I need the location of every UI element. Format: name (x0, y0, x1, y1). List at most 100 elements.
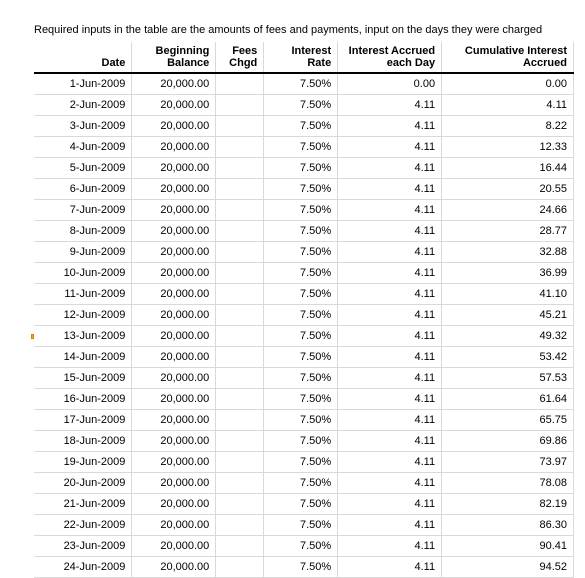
cell-cum: 24.66 (442, 199, 574, 220)
cell-accrued: 4.11 (338, 115, 442, 136)
cell-fees (216, 346, 264, 367)
table-row: 24-Jun-200920,000.007.50%4.1194.52 (34, 556, 574, 577)
cell-fees (216, 556, 264, 577)
cell-fees (216, 199, 264, 220)
cell-rate: 7.50% (264, 472, 338, 493)
table-row: 10-Jun-200920,000.007.50%4.1136.99 (34, 262, 574, 283)
cell-date: 13-Jun-2009 (34, 325, 132, 346)
cell-fees (216, 367, 264, 388)
cell-rate: 7.50% (264, 493, 338, 514)
table-row: 7-Jun-200920,000.007.50%4.1124.66 (34, 199, 574, 220)
cell-cum: 82.19 (442, 493, 574, 514)
table-row: 18-Jun-200920,000.007.50%4.1169.86 (34, 430, 574, 451)
cell-cum: 94.52 (442, 556, 574, 577)
table-row: 11-Jun-200920,000.007.50%4.1141.10 (34, 283, 574, 304)
cell-rate: 7.50% (264, 367, 338, 388)
cell-date: 17-Jun-2009 (34, 409, 132, 430)
cell-fees (216, 283, 264, 304)
cell-begin: 20,000.00 (132, 514, 216, 535)
cell-cum: 16.44 (442, 157, 574, 178)
cell-begin: 20,000.00 (132, 304, 216, 325)
table-row: 15-Jun-200920,000.007.50%4.1157.53 (34, 367, 574, 388)
table-row: 12-Jun-200920,000.007.50%4.1145.21 (34, 304, 574, 325)
cell-begin: 20,000.00 (132, 325, 216, 346)
cell-fees (216, 388, 264, 409)
cell-begin: 20,000.00 (132, 430, 216, 451)
cell-date: 9-Jun-2009 (34, 241, 132, 262)
cell-accrued: 4.11 (338, 409, 442, 430)
header-row: Date Beginning Balance Fees Chgd Interes… (34, 42, 574, 73)
cell-accrued: 4.11 (338, 262, 442, 283)
cell-date: 2-Jun-2009 (34, 94, 132, 115)
cell-date: 23-Jun-2009 (34, 535, 132, 556)
cell-rate: 7.50% (264, 220, 338, 241)
cell-rate: 7.50% (264, 451, 338, 472)
cell-begin: 20,000.00 (132, 136, 216, 157)
cell-accrued: 4.11 (338, 136, 442, 157)
cell-fees (216, 241, 264, 262)
cell-date: 20-Jun-2009 (34, 472, 132, 493)
cell-date: 18-Jun-2009 (34, 430, 132, 451)
table-row: 14-Jun-200920,000.007.50%4.1153.42 (34, 346, 574, 367)
cell-rate: 7.50% (264, 262, 338, 283)
cell-begin: 20,000.00 (132, 199, 216, 220)
cell-accrued: 4.11 (338, 220, 442, 241)
table-row: 4-Jun-200920,000.007.50%4.1112.33 (34, 136, 574, 157)
table-row: 19-Jun-200920,000.007.50%4.1173.97 (34, 451, 574, 472)
cell-begin: 20,000.00 (132, 157, 216, 178)
col-cum-header: Cumulative Interest Accrued (442, 42, 574, 73)
table-row: 5-Jun-200920,000.007.50%4.1116.44 (34, 157, 574, 178)
cell-begin: 20,000.00 (132, 94, 216, 115)
table-row: 9-Jun-200920,000.007.50%4.1132.88 (34, 241, 574, 262)
cell-begin: 20,000.00 (132, 220, 216, 241)
cell-rate: 7.50% (264, 178, 338, 199)
cell-accrued: 4.11 (338, 367, 442, 388)
cell-cum: 78.08 (442, 472, 574, 493)
cell-begin: 20,000.00 (132, 367, 216, 388)
cell-rate: 7.50% (264, 535, 338, 556)
cell-accrued: 4.11 (338, 556, 442, 577)
cell-fees (216, 535, 264, 556)
cell-fees (216, 178, 264, 199)
cell-accrued: 4.11 (338, 514, 442, 535)
table-row: 8-Jun-200920,000.007.50%4.1128.77 (34, 220, 574, 241)
cell-begin: 20,000.00 (132, 178, 216, 199)
cell-rate: 7.50% (264, 346, 338, 367)
cell-rate: 7.50% (264, 157, 338, 178)
cell-fees (216, 157, 264, 178)
cell-rate: 7.50% (264, 136, 338, 157)
cell-cum: 69.86 (442, 430, 574, 451)
cell-rate: 7.50% (264, 241, 338, 262)
cell-rate: 7.50% (264, 409, 338, 430)
cell-accrued: 4.11 (338, 535, 442, 556)
cell-fees (216, 94, 264, 115)
cell-rate: 7.50% (264, 115, 338, 136)
cell-begin: 20,000.00 (132, 493, 216, 514)
cell-date: 3-Jun-2009 (34, 115, 132, 136)
table-row: 21-Jun-200920,000.00 7.50%4.1182.19 (34, 493, 574, 514)
cell-date: 21-Jun-2009 (34, 493, 132, 514)
cell-fees (216, 304, 264, 325)
col-rate-header: Interest Rate (264, 42, 338, 73)
cell-fees (216, 325, 264, 346)
cell-cum: 32.88 (442, 241, 574, 262)
cell-cum: 65.75 (442, 409, 574, 430)
cell-accrued: 4.11 (338, 94, 442, 115)
cell-date: 16-Jun-2009 (34, 388, 132, 409)
cell-date: 1-Jun-2009 (34, 73, 132, 94)
cell-accrued: 4.11 (338, 493, 442, 514)
cell-cum: 20.55 (442, 178, 574, 199)
cell-begin: 20,000.00 (132, 388, 216, 409)
cell-fees (216, 73, 264, 94)
cell-begin: 20,000.00 (132, 283, 216, 304)
cell-rate: 7.50% (264, 199, 338, 220)
cell-begin: 20,000.00 (132, 451, 216, 472)
cell-fees (216, 430, 264, 451)
cell-fees (216, 514, 264, 535)
cell-cum: 57.53 (442, 367, 574, 388)
table-row: 22-Jun-200920,000.007.50%4.1186.30 (34, 514, 574, 535)
cell-date: 4-Jun-2009 (34, 136, 132, 157)
cell-begin: 20,000.00 (132, 409, 216, 430)
cell-rate: 7.50% (264, 304, 338, 325)
cell-fees (216, 220, 264, 241)
